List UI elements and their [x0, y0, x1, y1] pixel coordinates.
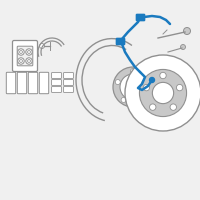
- FancyBboxPatch shape: [28, 72, 38, 94]
- FancyBboxPatch shape: [136, 15, 144, 21]
- Circle shape: [20, 50, 22, 53]
- Circle shape: [139, 69, 187, 117]
- Circle shape: [26, 58, 32, 64]
- Circle shape: [20, 60, 22, 62]
- FancyBboxPatch shape: [6, 72, 16, 94]
- Circle shape: [184, 27, 190, 34]
- Circle shape: [180, 45, 186, 49]
- Circle shape: [120, 74, 146, 100]
- FancyBboxPatch shape: [17, 46, 33, 66]
- Circle shape: [130, 68, 136, 73]
- FancyBboxPatch shape: [64, 87, 73, 92]
- Circle shape: [28, 50, 30, 53]
- Circle shape: [18, 49, 24, 55]
- Circle shape: [26, 49, 32, 55]
- FancyBboxPatch shape: [52, 80, 61, 85]
- Circle shape: [150, 104, 156, 110]
- Circle shape: [115, 80, 120, 85]
- Circle shape: [125, 55, 200, 131]
- Circle shape: [146, 80, 151, 85]
- FancyBboxPatch shape: [52, 87, 61, 92]
- Circle shape: [160, 72, 166, 79]
- Circle shape: [40, 44, 44, 48]
- FancyBboxPatch shape: [64, 80, 73, 85]
- FancyBboxPatch shape: [17, 72, 27, 94]
- FancyBboxPatch shape: [116, 38, 124, 45]
- Circle shape: [170, 104, 176, 110]
- Circle shape: [176, 84, 183, 91]
- Circle shape: [152, 82, 174, 104]
- FancyBboxPatch shape: [52, 73, 61, 78]
- Circle shape: [121, 97, 126, 102]
- Circle shape: [113, 67, 153, 107]
- FancyBboxPatch shape: [39, 72, 49, 94]
- FancyBboxPatch shape: [12, 40, 38, 72]
- Circle shape: [128, 82, 138, 92]
- Circle shape: [143, 84, 150, 91]
- Circle shape: [150, 77, 154, 82]
- Circle shape: [18, 58, 24, 64]
- FancyBboxPatch shape: [64, 73, 73, 78]
- Circle shape: [140, 97, 145, 102]
- Circle shape: [28, 60, 30, 62]
